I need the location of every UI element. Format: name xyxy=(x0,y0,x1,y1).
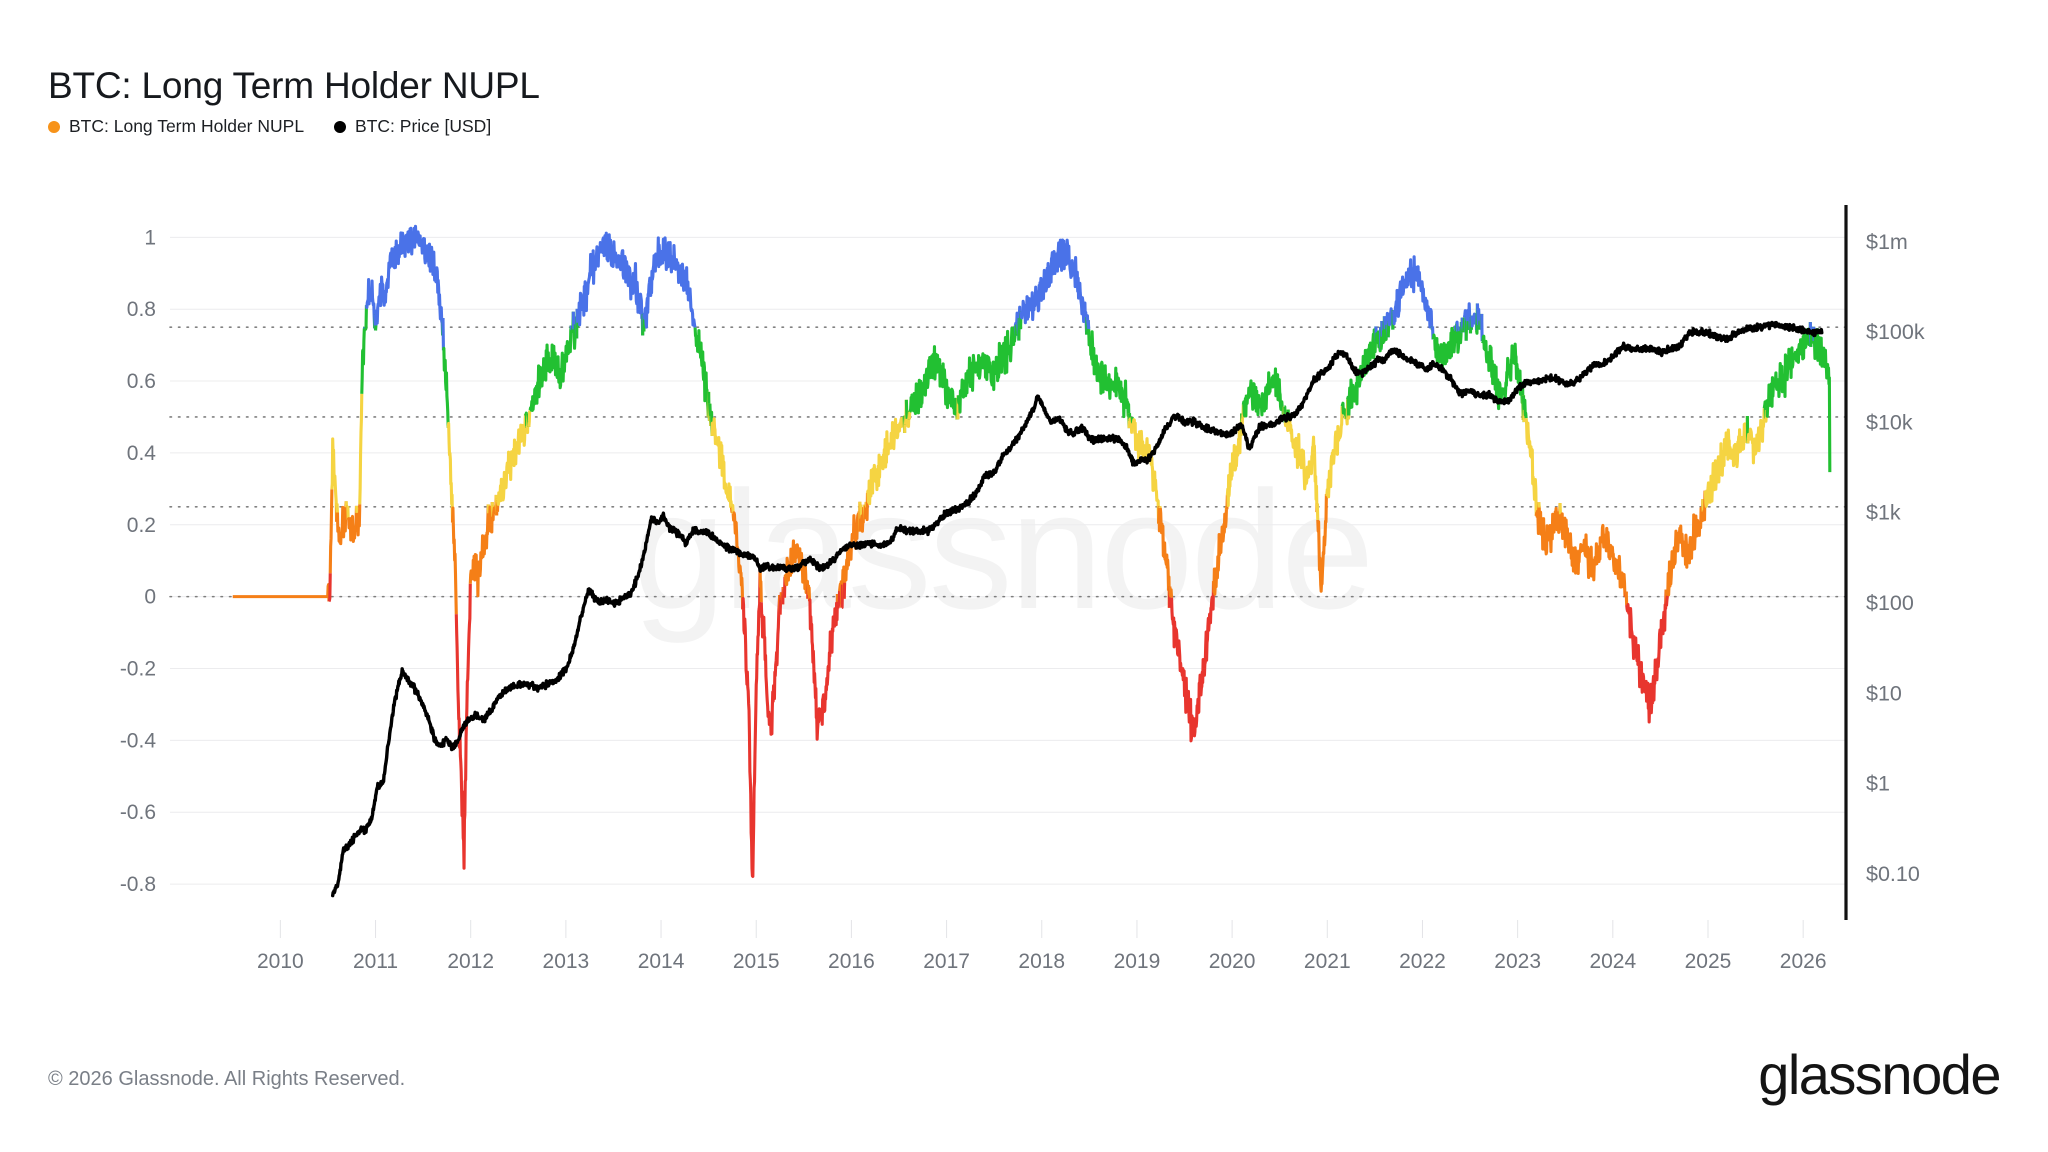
svg-text:2017: 2017 xyxy=(923,950,970,973)
svg-text:2016: 2016 xyxy=(828,950,875,973)
svg-text:2015: 2015 xyxy=(733,950,780,973)
svg-text:2021: 2021 xyxy=(1304,950,1351,973)
x-axis-labels: 2010 2011 2012 2013 2014 2015 2016 2017 2018 2019… xyxy=(257,950,1827,973)
legend-dot-icon xyxy=(48,121,60,133)
y-axis-right-labels: $1m $100k $10k $1k $100 $10 $1 $0.10 xyxy=(1866,230,1925,886)
svg-text:$1: $1 xyxy=(1866,772,1890,796)
svg-text:2026: 2026 xyxy=(1780,950,1827,973)
nupl-series xyxy=(231,224,1832,878)
svg-text:$1k: $1k xyxy=(1866,501,1901,525)
svg-text:2012: 2012 xyxy=(447,950,494,973)
chart-svg: 10.80.60.40.20-0.2-0.4-0.6-0.8$1m$100k$1… xyxy=(120,205,1925,973)
legend-item-label: BTC: Long Term Holder NUPL xyxy=(69,116,305,137)
svg-text:1: 1 xyxy=(144,226,156,249)
svg-text:2018: 2018 xyxy=(1018,950,1065,973)
svg-text:$100k: $100k xyxy=(1866,320,1925,344)
vertical-gridlines xyxy=(279,920,1804,938)
svg-text:$100: $100 xyxy=(1866,591,1914,615)
svg-text:2019: 2019 xyxy=(1114,950,1161,973)
legend-item-label: BTC: Price [USD] xyxy=(355,116,492,137)
chart-plot-area[interactable]: 1 0.8 0.6 0.4 0.2 0 -0.2 -0.4 -0.6 -0.8 $1m $100k $1… xyxy=(0,0,2048,1020)
brand-logo: glassnode xyxy=(1758,1043,2001,1106)
svg-text:0.2: 0.2 xyxy=(127,514,156,537)
svg-text:0.4: 0.4 xyxy=(127,442,157,465)
svg-text:2010: 2010 xyxy=(257,950,304,973)
legend-item-price[interactable]: BTC: Price [USD] xyxy=(334,118,491,136)
footer: © 2026 Glassnode. All Rights Reserved. g… xyxy=(0,1020,2048,1152)
price-series xyxy=(330,320,1824,898)
y-axis-left-labels: 1 0.8 0.6 0.4 0.2 0 -0.2 -0.4 -0.6 -0.8 xyxy=(120,226,157,896)
legend-item-nupl[interactable]: BTC: Long Term Holder NUPL xyxy=(48,118,304,136)
svg-text:-0.8: -0.8 xyxy=(120,873,156,896)
legend-dot-icon xyxy=(334,121,347,133)
svg-text:2011: 2011 xyxy=(353,950,398,973)
svg-text:0: 0 xyxy=(144,586,156,609)
svg-text:$10: $10 xyxy=(1866,681,1902,705)
svg-text:-0.4: -0.4 xyxy=(120,729,157,752)
chart-legend: BTC: Long Term Holder NUPL BTC: Price [U… xyxy=(48,116,491,138)
svg-text:-0.6: -0.6 xyxy=(120,801,156,824)
svg-text:$0.10: $0.10 xyxy=(1866,862,1920,886)
page-title: BTC: Long Term Holder NUPL xyxy=(48,64,540,106)
svg-text:2013: 2013 xyxy=(543,950,590,973)
svg-text:-0.2: -0.2 xyxy=(120,657,156,680)
svg-text:2025: 2025 xyxy=(1685,950,1732,973)
svg-text:2020: 2020 xyxy=(1209,950,1256,973)
svg-text:2023: 2023 xyxy=(1494,950,1541,973)
svg-text:$1m: $1m xyxy=(1866,230,1908,254)
svg-text:2014: 2014 xyxy=(638,950,685,973)
svg-text:0.6: 0.6 xyxy=(127,370,156,393)
svg-text:2022: 2022 xyxy=(1399,950,1446,973)
svg-text:2024: 2024 xyxy=(1589,950,1636,973)
svg-text:0.8: 0.8 xyxy=(127,298,156,321)
copyright-text: © 2026 Glassnode. All Rights Reserved. xyxy=(48,1068,406,1090)
svg-text:$10k: $10k xyxy=(1866,410,1913,434)
